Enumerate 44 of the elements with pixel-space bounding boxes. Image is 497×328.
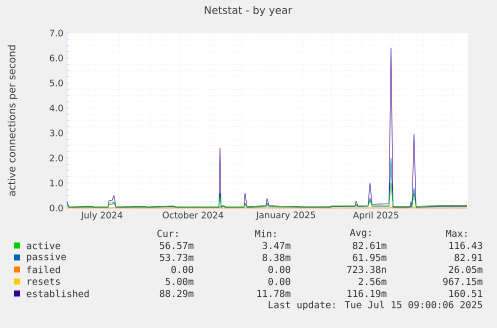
y-tick-label: 4.0 xyxy=(50,104,63,112)
text: 82.91 xyxy=(454,254,482,262)
text: 0.00 xyxy=(268,266,290,274)
text: 5.00m xyxy=(166,278,194,286)
y-tick-label: 1.0 xyxy=(50,180,63,186)
x-tick-label: April 2025 xyxy=(352,212,398,220)
text: 56.57m xyxy=(160,242,194,250)
x-tick-label: July 2024 xyxy=(80,212,122,220)
text: 88.29m xyxy=(160,290,194,298)
chart-title: Netstat - by year xyxy=(204,6,292,16)
text: 53.73m xyxy=(160,254,194,262)
text: 26.05m xyxy=(448,266,482,274)
text: Max: xyxy=(446,230,466,238)
text: Cur: xyxy=(157,230,178,238)
legend-label: passive xyxy=(27,252,66,262)
text: Avg: xyxy=(350,228,370,238)
text: 723.38n xyxy=(347,266,386,274)
text: 2.56m xyxy=(358,278,386,286)
legend-label: failed xyxy=(27,266,60,274)
y-tick-label: 0.0 xyxy=(50,204,63,212)
text: 0.00 xyxy=(268,278,290,286)
y-tick-label: 3.0 xyxy=(50,130,63,136)
x-tick-label: October 2024 xyxy=(162,212,224,218)
text: 82.61m xyxy=(352,242,386,250)
legend-label: established xyxy=(26,290,89,298)
text: 3.47m xyxy=(262,242,290,250)
legend-label: active xyxy=(26,242,60,250)
text: 11.78m xyxy=(257,290,290,298)
text: Last update: Tue Jul 15 09:00:06 2025 xyxy=(268,300,482,310)
text: 160.51 xyxy=(449,290,482,298)
text: 61.95m xyxy=(352,254,386,262)
text: Min: xyxy=(255,230,276,238)
text: 116.43 xyxy=(449,242,482,250)
text: 116.19m xyxy=(348,290,386,298)
y-tick-label: 7.0 xyxy=(50,30,63,36)
y-axis-title: active connections per second xyxy=(8,45,18,196)
y-tick-label: 2.0 xyxy=(50,154,63,162)
y-tick-label: 5.0 xyxy=(50,80,63,86)
text: 0.00 xyxy=(171,266,194,274)
y-tick-label: 6.0 xyxy=(50,54,63,62)
text: 8.38m xyxy=(262,254,290,262)
legend-label: resets xyxy=(28,278,60,285)
x-tick-label: January 2025 xyxy=(256,212,316,220)
text: 967.15m xyxy=(443,278,482,286)
